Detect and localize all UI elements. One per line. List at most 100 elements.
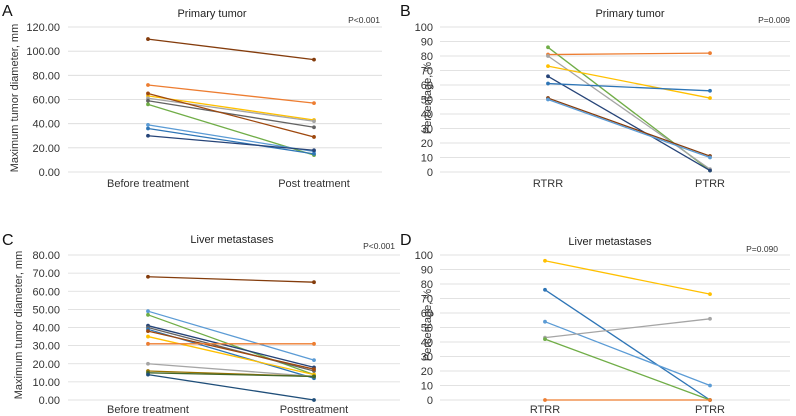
panel-a: A Primary tumor P<0.001 Maximum tumor di… xyxy=(2,3,382,190)
panel-c-series-line xyxy=(147,310,315,361)
panel-b-x-category-label: RTRR xyxy=(533,178,563,190)
panel-d-data-point xyxy=(543,398,547,402)
panel-d-series-line xyxy=(544,318,711,339)
panel-d-y-tick-label: 10 xyxy=(421,381,433,393)
panel-c-y-tick-label: 60.00 xyxy=(32,286,60,298)
panel-b-y-axis-label: Percentage, % xyxy=(422,62,434,134)
panel-a-series-line xyxy=(147,38,315,61)
panel-b: B Primary tumor P=0.009 Percentage, % 0 1… xyxy=(400,3,790,190)
panel-d-plot: 0 10 20 30 40 50 60 70 80 90 100 RTRR PTRR xyxy=(415,250,790,416)
panel-a-series-line xyxy=(147,100,315,128)
panel-b-data-point xyxy=(708,155,712,160)
panel-a-data-point xyxy=(146,133,150,138)
panel-b-series-line xyxy=(547,52,711,56)
panel-a-data-point xyxy=(146,91,150,96)
panel-c-data-point xyxy=(146,274,150,279)
panel-a-title: Primary tumor xyxy=(177,8,246,20)
panel-d-data-point xyxy=(708,383,712,388)
panel-a-data-point xyxy=(312,101,316,106)
panel-d-y-tick-label: 0 xyxy=(427,395,433,407)
panel-a-data-point xyxy=(146,98,150,103)
panel-d-data-point xyxy=(708,292,712,297)
panel-a-y-tick-label: 80.00 xyxy=(32,70,60,82)
panel-c-data-point xyxy=(146,361,150,366)
panel-c-y-tick-label: 10.00 xyxy=(32,377,60,389)
panel-b-y-tick-label: 10 xyxy=(421,153,433,165)
panel-b-y-tick-label: 100 xyxy=(415,22,433,34)
panel-a-data-point xyxy=(146,37,150,41)
panel-c-data-point xyxy=(146,372,150,377)
panel-c: C Liver metastases P<0.001 Maximum tumor… xyxy=(2,232,400,416)
panel-c-p-value: P<0.001 xyxy=(363,241,395,251)
panel-b-y-tick-label: 0 xyxy=(427,167,433,179)
panel-a-data-point xyxy=(146,126,150,131)
panel-a-data-point xyxy=(312,151,316,156)
panel-c-title: Liver metastases xyxy=(190,234,274,246)
panel-d-y-tick-label: 40 xyxy=(421,337,433,349)
panel-c-letter: C xyxy=(2,232,14,249)
panel-c-y-tick-label: 30.00 xyxy=(32,341,60,353)
panel-a-y-tick-label: 20.00 xyxy=(32,143,60,155)
panel-a-x-category-label: Before treatment xyxy=(107,178,189,190)
panel-c-data-point xyxy=(146,309,150,314)
panel-a-series-line xyxy=(147,92,315,138)
panel-a-y-tick-label: 0.00 xyxy=(39,167,60,179)
panel-b-data-point xyxy=(708,51,712,55)
panel-a-y-tick-label: 40.00 xyxy=(32,119,60,131)
panel-c-data-point xyxy=(312,358,316,363)
panel-d-y-axis-label: Percentage, % xyxy=(422,289,434,361)
panel-a-data-point xyxy=(312,135,316,139)
panel-d-data-point xyxy=(543,319,547,324)
panel-a-plot: 0.00 20.00 40.00 60.00 80.00 100.00 120.00 Befo… xyxy=(26,22,382,190)
panel-a-y-tick-label: 120.00 xyxy=(26,22,60,34)
panel-d-y-tick-label: 100 xyxy=(415,250,433,262)
panel-d-series-line xyxy=(544,338,711,401)
panel-b-y-tick-label: 40 xyxy=(421,109,433,121)
panel-c-plot: 0.00 10.00 20.00 30.00 40.00 50.00 60.00 70.00 8… xyxy=(32,250,400,416)
panel-d-data-point xyxy=(543,337,547,341)
panel-c-data-point xyxy=(146,341,150,346)
panel-d-data-point xyxy=(708,316,712,321)
panel-c-data-point xyxy=(312,280,316,285)
panel-d-y-tick-label: 80 xyxy=(421,279,433,291)
panel-b-data-point xyxy=(708,88,712,93)
panel-d-data-point xyxy=(543,287,547,292)
panel-b-series-line xyxy=(547,82,711,92)
panel-a-data-point xyxy=(146,122,150,127)
panel-b-y-tick-label: 90 xyxy=(421,37,433,49)
panel-c-series-line xyxy=(147,335,315,376)
panel-d-title: Liver metastases xyxy=(568,236,652,248)
panel-a-series-line xyxy=(147,95,315,121)
panel-b-series-line xyxy=(547,65,711,99)
panel-a-series-line xyxy=(147,127,315,155)
panel-d-series-line xyxy=(544,321,711,387)
panel-c-series-line xyxy=(147,363,315,378)
panel-a-data-point xyxy=(312,57,316,62)
panel-a-data-point xyxy=(312,119,316,124)
panel-c-x-category-label: Before treatment xyxy=(107,404,189,416)
panel-b-data-point xyxy=(546,81,550,86)
panel-d-y-tick-label: 90 xyxy=(421,265,433,277)
panel-d-y-tick-label: 60 xyxy=(421,308,433,320)
panel-b-series-line xyxy=(547,98,711,159)
panel-c-series-line xyxy=(147,373,315,401)
panel-d-x-category-label: PTRR xyxy=(695,404,725,416)
panel-c-series-line xyxy=(147,326,315,372)
panel-b-y-tick-label: 20 xyxy=(421,138,433,150)
panel-c-data-point xyxy=(312,374,316,379)
panel-c-data-point xyxy=(146,334,150,339)
panel-c-data-point xyxy=(146,312,150,317)
panel-d-p-value: P=0.090 xyxy=(746,244,778,254)
panel-a-data-point xyxy=(146,102,150,107)
panel-c-y-tick-label: 70.00 xyxy=(32,268,60,280)
panel-a-y-tick-label: 60.00 xyxy=(32,95,60,107)
panel-c-y-tick-label: 0.00 xyxy=(39,395,60,407)
panel-b-data-point xyxy=(708,96,712,100)
panel-c-series-line xyxy=(147,325,315,369)
panel-d-series-line xyxy=(544,260,711,295)
panel-b-plot: 0 10 20 30 40 50 60 70 80 90 100 RTRR PTRR xyxy=(415,22,790,190)
panel-a-data-point xyxy=(312,125,316,130)
panel-b-y-tick-label: 30 xyxy=(421,124,433,136)
panel-c-series-line xyxy=(147,276,315,283)
